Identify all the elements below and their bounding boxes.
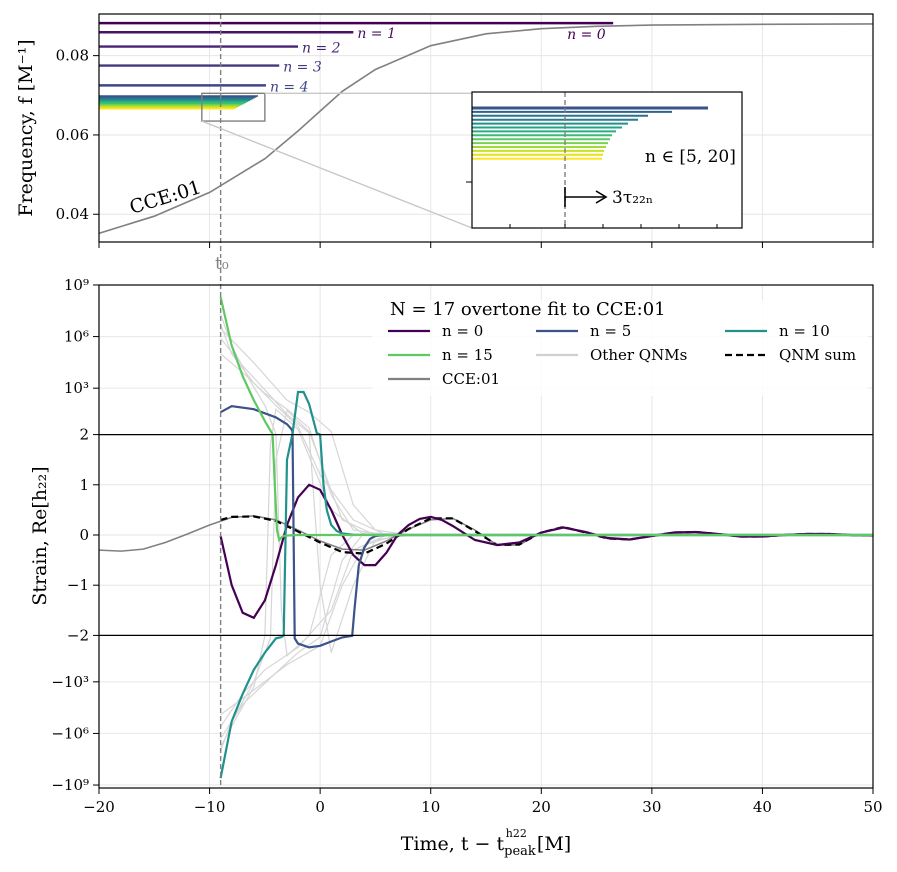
cce-frequency-line	[99, 23, 873, 235]
inset-background	[472, 92, 742, 228]
bottom-x-tick-label-4: 20	[532, 798, 551, 816]
legend-label-5: QNM sum	[779, 346, 856, 364]
bottom-y-tick-label-8: 10³	[64, 379, 89, 397]
top-y-tick-label-0: 0.04	[56, 205, 89, 223]
bottom-y-tick-label-6: 1	[79, 476, 89, 494]
legend-label-3: n = 15	[442, 346, 493, 364]
overtone-label-n2: n = 2	[302, 41, 341, 57]
legend-label-6: CCE:01	[442, 370, 500, 388]
bottom-series	[99, 296, 873, 779]
overtone-labels: n = 0 n = 1 n = 2 n = 3 n = 4	[270, 26, 606, 95]
bottom-y-tick-label-2: −10³	[51, 673, 89, 691]
legend-label-4: Other QNMs	[590, 346, 687, 364]
overtone-label-n1: n = 1	[357, 26, 396, 42]
other-qnm-line-9	[220, 408, 365, 748]
t0-label: t₀	[215, 254, 229, 274]
x-label-sup: h22	[506, 827, 527, 840]
series-n-0	[219, 483, 873, 620]
bottom-x-tick-label-0: −20	[83, 798, 115, 816]
overtone-label-n4: n = 4	[270, 79, 309, 95]
other-qnm-line-0	[220, 327, 409, 536]
other-qnm-line-7	[220, 409, 376, 751]
bottom-y-tick-label-4: −1	[67, 576, 89, 594]
bottom-x-tick-label-5: 30	[642, 798, 661, 816]
legend-background	[372, 300, 868, 396]
other-qnm-line-5	[220, 534, 420, 727]
bottom-axes-frame	[98, 284, 874, 789]
overtone-lines	[99, 21, 614, 87]
other-qnm-line-4	[220, 324, 387, 536]
bottom-y-tick-label-1: −10⁶	[51, 724, 89, 742]
legend-label-0: n = 0	[442, 322, 483, 340]
bottom-x-tick-label-3: 10	[421, 798, 440, 816]
legend-label-2: n = 10	[779, 322, 830, 340]
bottom-y-axis-label: Strain, Re[h₂₂]	[29, 466, 51, 605]
bottom-y-tick-label-9: 10⁶	[64, 328, 89, 346]
series-cce-01	[99, 515, 873, 552]
x-label-sub: peak	[504, 844, 536, 859]
bottom-x-tick-label-1: −10	[194, 798, 226, 816]
inset-overtone-bars	[472, 106, 708, 160]
bottom-y-tick-label-10: 10⁹	[64, 276, 89, 294]
bottom-y-tick-label-5: 0	[79, 526, 89, 544]
top-y-tick-label-1: 0.06	[56, 126, 89, 144]
other-qnm-line-8	[220, 337, 409, 653]
series-n-5	[220, 405, 873, 649]
legend-label-1: n = 5	[590, 322, 631, 340]
bottom-y-tick-label-7: 2	[79, 426, 89, 444]
inset-arrow-label: 3τ₂₂ₙ	[612, 188, 653, 208]
inset-arrow	[564, 187, 608, 207]
bottom-x-tick-label-7: 50	[863, 798, 882, 816]
bottom-y-tick-label-0: −10⁹	[51, 776, 89, 794]
zoom-rectangle	[201, 92, 266, 122]
overtone-label-n0: n = 0	[567, 27, 606, 43]
other-qnm-line-3	[220, 534, 431, 716]
zoom-connector-lower	[201, 120, 473, 229]
inset-ticks	[466, 181, 718, 228]
top-y-axis-label: Frequency, f [M⁻¹]	[15, 39, 37, 216]
top-axes-frame	[98, 13, 874, 243]
bottom-x-tick-label-2: 0	[315, 798, 325, 816]
cce-curve-label: CCE:01	[127, 176, 204, 219]
inset-range-label: n ∈ [5, 20]	[645, 147, 736, 167]
bottom-ticks: −20 −10 0 10 20 30 40 50−10⁹−10⁶−10³−2−101210³1…	[51, 276, 882, 816]
series-n-15	[219, 296, 873, 543]
other-qnm-line-1	[220, 531, 409, 739]
top-ticks: 0.04 0.06 0.08	[56, 47, 874, 248]
x-label-main: Time, t − t	[401, 833, 505, 855]
bottom-x-axis-label: Time, t − tpeak h22 [M]	[401, 827, 571, 859]
legend: n = 0 n = 5 n = 10 n = 15 Other QNMs QNM sum C…	[372, 300, 868, 396]
bottom-y-tick-label-3: −2	[67, 626, 89, 644]
inset-frame	[471, 91, 743, 229]
overtone-label-n3: n = 3	[283, 60, 322, 76]
x-label-unit: [M]	[531, 833, 571, 855]
legend-title: N = 17 overtone fit to CCE:01	[390, 299, 666, 320]
bottom-x-tick-label-6: 40	[753, 798, 772, 816]
top-y-tick-label-2: 0.08	[56, 47, 89, 65]
overtone-band	[99, 95, 258, 110]
top-cce-curve	[99, 23, 873, 235]
